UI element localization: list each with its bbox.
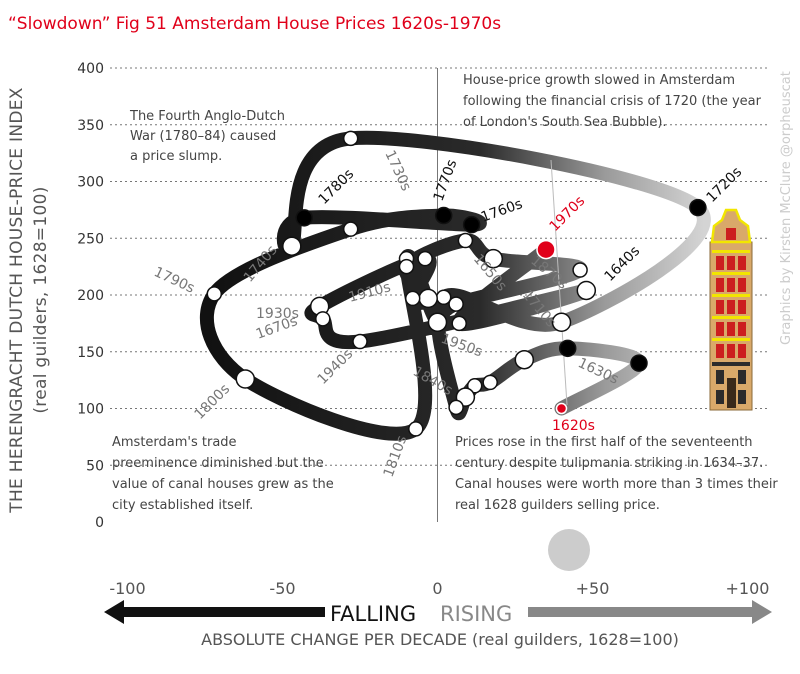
chart-title: “Slowdown” Fig 51 Amsterdam House Prices… bbox=[8, 14, 502, 34]
point-1790s bbox=[206, 286, 223, 302]
y-axis-label: THE HERENGRACHT DUTCH HOUSE-PRICE INDEX bbox=[7, 87, 27, 513]
point-1830s bbox=[427, 312, 448, 332]
point-1910s bbox=[417, 250, 433, 267]
point-1800s bbox=[235, 369, 256, 389]
point-1620s bbox=[555, 402, 568, 415]
point-1730s bbox=[342, 130, 359, 147]
rising-label: RISING bbox=[440, 602, 512, 626]
decade-label: 1790s bbox=[151, 264, 197, 297]
point-1670s bbox=[466, 378, 483, 394]
graphics-credit: Graphics by Kirsten McClure @orpheuscat bbox=[779, 71, 794, 345]
point-1870s bbox=[457, 232, 474, 249]
point-1710s bbox=[551, 312, 572, 332]
canal-house-illustration bbox=[709, 208, 753, 411]
annotation-anglo-dutch-war: The Fourth Anglo-Dutch War (1780–84) cau… bbox=[129, 109, 289, 164]
point-1810s bbox=[408, 421, 424, 437]
rising-arrow bbox=[528, 600, 772, 624]
1620s-leader-line bbox=[550, 159, 568, 406]
y-tick-label: 350 bbox=[77, 118, 104, 134]
annotation-trade-preeminence: Amsterdam's trade preeminence diminished… bbox=[112, 435, 338, 513]
point-1660s bbox=[482, 374, 498, 391]
point-1840s bbox=[448, 296, 464, 312]
y-axis-ticks: 0 50 100 150 200 250 300 350 400 bbox=[77, 61, 104, 531]
decade-label: 1780s bbox=[316, 166, 358, 208]
point-1690s bbox=[448, 399, 464, 416]
point-1630s bbox=[630, 354, 648, 372]
x-tick-label: -50 bbox=[269, 579, 295, 598]
x-tick-label: -100 bbox=[109, 579, 145, 598]
annotation-tulipmania: Prices rose in the first half of the sev… bbox=[455, 435, 782, 513]
point-1740s bbox=[282, 236, 302, 256]
x-axis-label: ABSOLUTE CHANGE PER DECADE (real guilder… bbox=[201, 630, 679, 649]
point-1960s bbox=[451, 315, 467, 332]
annotation-financial-crisis: House-price growth slowed in Amsterdam f… bbox=[463, 73, 765, 130]
decade-label: 1810s bbox=[381, 434, 411, 480]
point-1890s bbox=[418, 288, 438, 309]
y-tick-label: 0 bbox=[95, 515, 104, 531]
point-1760s bbox=[462, 215, 481, 234]
decade-label: 1800s bbox=[192, 381, 234, 423]
point-1650s bbox=[514, 349, 535, 370]
point-1950s bbox=[576, 280, 597, 301]
y-tick-label: 100 bbox=[77, 402, 104, 418]
point-1640s bbox=[558, 339, 577, 358]
point-1780s bbox=[342, 221, 359, 237]
decade-label: 1770s bbox=[431, 158, 461, 204]
y-tick-label: 150 bbox=[77, 345, 104, 361]
decade-label: 1730s bbox=[381, 148, 414, 194]
trail-line bbox=[199, 130, 711, 441]
point-1880s bbox=[398, 258, 415, 275]
point-1770s bbox=[434, 206, 453, 225]
y-axis-sublabel: (real guilders, 1628=100) bbox=[31, 186, 51, 413]
x-tick-label: +50 bbox=[576, 579, 610, 598]
falling-arrow bbox=[104, 600, 325, 624]
y-tick-label: 400 bbox=[77, 61, 104, 77]
trail-path bbox=[199, 130, 711, 441]
x-axis-ticks: -100 -50 0 +50 +100 bbox=[109, 579, 769, 598]
decade-label: 1970s bbox=[547, 193, 589, 235]
point-1900s bbox=[404, 290, 421, 307]
point-1970s bbox=[536, 239, 556, 260]
y-tick-label: 300 bbox=[77, 175, 104, 191]
point-1850s bbox=[572, 262, 588, 278]
decade-label: 1620s bbox=[552, 418, 595, 434]
decade-label: 1760s bbox=[479, 196, 525, 226]
point-1750s bbox=[295, 209, 313, 227]
falling-label: FALLING bbox=[330, 602, 416, 626]
data-points bbox=[206, 130, 707, 437]
decade-label: 1930s bbox=[256, 306, 299, 322]
y-tick-label: 250 bbox=[77, 231, 104, 247]
x-tick-label: +100 bbox=[726, 579, 770, 598]
point-1930s bbox=[315, 311, 331, 327]
legend-gray-circle bbox=[548, 529, 590, 571]
y-tick-label: 50 bbox=[86, 458, 104, 474]
x-tick-label: 0 bbox=[432, 579, 442, 598]
point-1860s bbox=[483, 248, 504, 269]
point-1940s bbox=[352, 333, 368, 350]
decade-label: 1720s bbox=[704, 164, 746, 206]
y-tick-label: 200 bbox=[77, 288, 104, 304]
point-1720s bbox=[689, 198, 707, 217]
decade-label: 1940s bbox=[315, 346, 357, 388]
